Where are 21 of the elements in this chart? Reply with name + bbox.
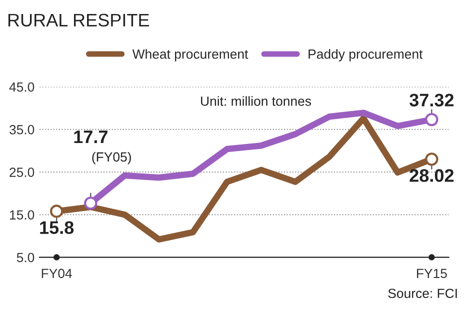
- point: [425, 152, 438, 166]
- y-tick-label: 5.0: [16, 252, 34, 262]
- chart-title: RURAL RESPITE: [8, 14, 149, 27]
- legend-label: Wheat procurement: [132, 49, 248, 62]
- annotation: (FY05): [92, 152, 131, 164]
- point: [84, 196, 98, 210]
- data-label: 17.7: [74, 130, 108, 144]
- data-label: 37.32: [410, 94, 454, 107]
- legend-label: Paddy procurement: [308, 49, 423, 62]
- data-label: 28.02: [410, 169, 454, 182]
- x-tick-label: FY04: [42, 268, 72, 278]
- annotation: Unit: million tonnes: [201, 96, 312, 106]
- data-label: 15.8: [40, 221, 74, 234]
- x-tick-label: FY15: [416, 268, 447, 278]
- source-note: Source: FCI: [388, 288, 457, 298]
- point: [425, 112, 438, 126]
- y-tick-label: 15.0: [10, 210, 34, 220]
- point: [50, 204, 64, 218]
- y-tick-label: 45.0: [9, 82, 34, 92]
- y-tick-label: 25.0: [10, 168, 34, 177]
- y-tick-label: 35.0: [9, 124, 34, 134]
